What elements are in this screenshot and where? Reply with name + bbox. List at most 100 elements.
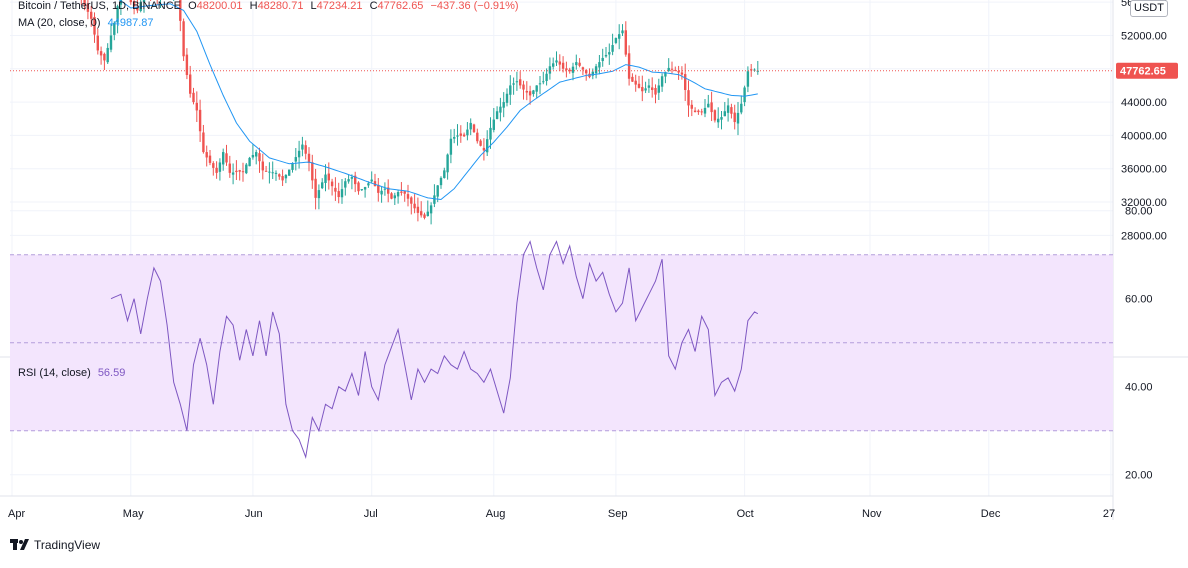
candle-body[interactable] (429, 205, 433, 214)
candle-body[interactable] (519, 79, 522, 86)
candle-body[interactable] (294, 157, 297, 162)
candle-body[interactable] (736, 112, 740, 124)
candle-body[interactable] (532, 90, 535, 95)
candle-body[interactable] (416, 206, 420, 213)
candle-body[interactable] (502, 102, 505, 108)
candle-body[interactable] (479, 140, 482, 146)
candle-body[interactable] (684, 74, 687, 91)
candle-body[interactable] (528, 91, 532, 96)
candle-body[interactable] (334, 187, 337, 192)
candle-body[interactable] (644, 88, 647, 91)
candle-body[interactable] (380, 190, 383, 195)
candle-body[interactable] (314, 178, 317, 198)
candle-body[interactable] (670, 68, 674, 70)
candle-body[interactable] (647, 85, 651, 88)
candle-body[interactable] (291, 163, 294, 170)
candle-body[interactable] (330, 181, 334, 187)
candle-body[interactable] (505, 93, 509, 103)
candle-body[interactable] (664, 72, 667, 77)
candle-body[interactable] (466, 129, 469, 136)
candle-body[interactable] (750, 69, 753, 71)
candle-body[interactable] (713, 110, 717, 121)
candle-body[interactable] (598, 62, 601, 68)
candle-body[interactable] (581, 67, 585, 70)
candle-body[interactable] (136, 7, 139, 11)
candle-body[interactable] (370, 179, 373, 182)
candle-body[interactable] (552, 63, 555, 67)
candle-body[interactable] (746, 71, 750, 87)
candle-body[interactable] (618, 34, 621, 39)
candle-body[interactable] (641, 87, 644, 92)
candle-body[interactable] (245, 164, 248, 174)
candle-body[interactable] (185, 54, 189, 76)
candle-body[interactable] (660, 76, 664, 87)
candle-body[interactable] (360, 189, 363, 191)
candle-body[interactable] (697, 110, 700, 113)
candle-body[interactable] (472, 124, 476, 133)
candle-body[interactable] (317, 190, 321, 199)
candle-body[interactable] (192, 92, 195, 103)
candle-body[interactable] (601, 57, 604, 62)
candle-body[interactable] (222, 152, 225, 165)
candle-body[interactable] (446, 154, 449, 173)
ma-legend[interactable]: MA (20, close, 0) 44987.87 (18, 17, 158, 29)
candle-body[interactable] (377, 184, 380, 193)
candle-body[interactable] (281, 176, 284, 181)
candle-body[interactable] (710, 102, 713, 113)
candle-body[interactable] (387, 187, 390, 194)
candle-body[interactable] (700, 111, 703, 113)
candle-body[interactable] (621, 30, 624, 34)
candle-body[interactable] (462, 134, 466, 137)
candle-body[interactable] (707, 103, 710, 108)
candle-body[interactable] (512, 83, 515, 85)
candle-body[interactable] (680, 72, 684, 75)
candle-body[interactable] (208, 155, 212, 163)
candle-body[interactable] (225, 153, 228, 163)
candle-body[interactable] (132, 1, 136, 7)
candle-body[interactable] (578, 62, 581, 66)
candle-body[interactable] (350, 177, 354, 179)
candle-body[interactable] (373, 181, 377, 187)
candle-body[interactable] (571, 66, 575, 73)
rsi-line[interactable] (110, 240, 759, 460)
candle-body[interactable] (453, 137, 456, 139)
candle-body[interactable] (548, 66, 552, 74)
candle-body[interactable] (525, 90, 528, 93)
candle-body[interactable] (189, 74, 192, 94)
candle-body[interactable] (212, 163, 215, 168)
candle-body[interactable] (255, 152, 258, 157)
candle-body[interactable] (116, 6, 119, 23)
candle-body[interactable] (96, 35, 99, 51)
candle-body[interactable] (182, 21, 185, 57)
tradingview-logo[interactable]: TradingView (10, 538, 100, 552)
candle-body[interactable] (657, 85, 660, 93)
candle-body[interactable] (93, 16, 96, 35)
candle-body[interactable] (142, 0, 146, 3)
candle-body[interactable] (492, 119, 495, 130)
candle-body[interactable] (538, 83, 542, 85)
candle-body[interactable] (585, 70, 588, 74)
candle-body[interactable] (327, 173, 330, 181)
candle-body[interactable] (367, 183, 370, 186)
candle-body[interactable] (486, 139, 489, 153)
candle-body[interactable] (608, 52, 611, 55)
candle-body[interactable] (545, 73, 548, 81)
candle-body[interactable] (476, 132, 479, 142)
candle-body[interactable] (311, 162, 314, 181)
candle-body[interactable] (456, 135, 459, 137)
candle-body[interactable] (740, 103, 743, 113)
candle-body[interactable] (561, 62, 565, 69)
candle-body[interactable] (690, 104, 693, 109)
candle-body[interactable] (730, 107, 733, 114)
candle-body[interactable] (614, 37, 618, 43)
candle-body[interactable] (637, 83, 641, 88)
candle-body[interactable] (667, 67, 670, 71)
candle-body[interactable] (565, 68, 568, 71)
candle-body[interactable] (509, 85, 512, 95)
candle-body[interactable] (693, 110, 697, 113)
candle-body[interactable] (344, 181, 347, 188)
candle-body[interactable] (215, 167, 218, 173)
candle-body[interactable] (383, 188, 387, 190)
candle-body[interactable] (495, 111, 499, 119)
